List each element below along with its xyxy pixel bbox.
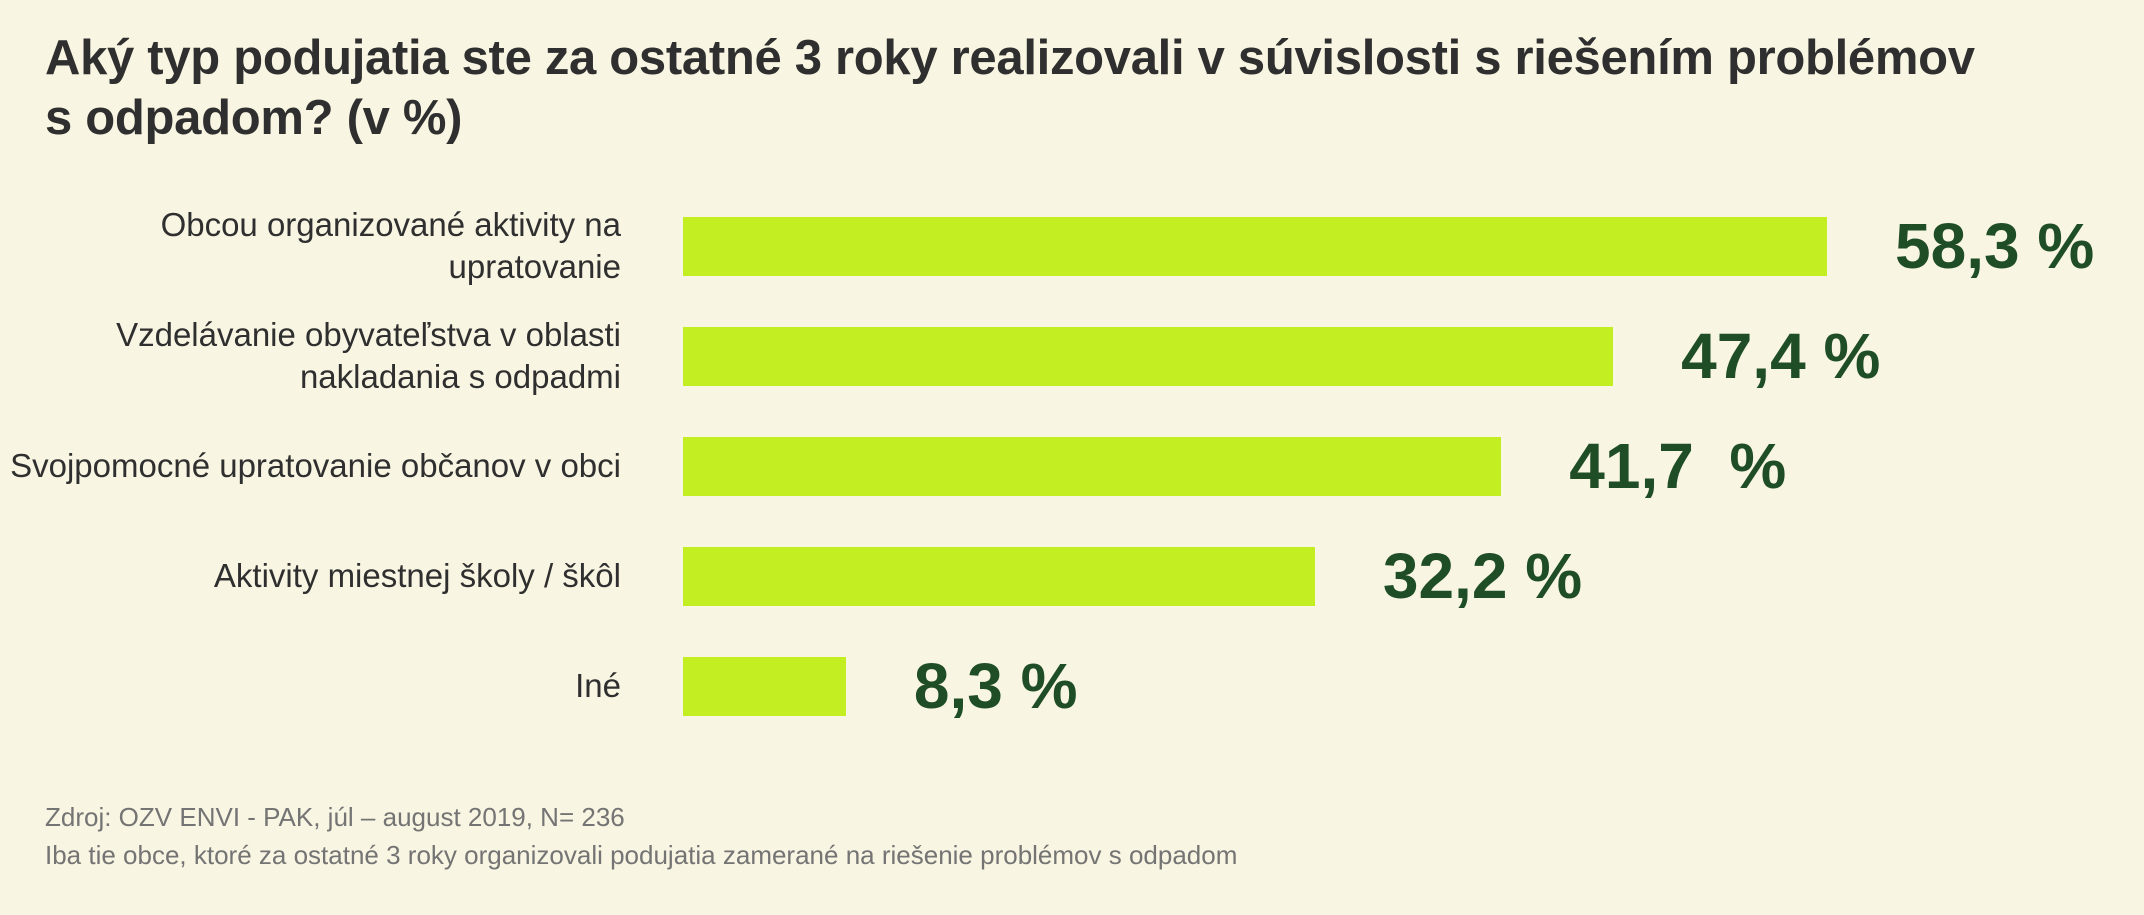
chart-footer: Zdroj: OZV ENVI - PAK, júl – august 2019… [45,798,1237,874]
category-label: Obcou organizované aktivity na upratovan… [160,206,621,285]
value-label: 47,4 % [1681,320,1881,392]
value-label: 8,3 % [913,650,1078,722]
bar [683,326,1614,386]
value-label: 41,7 % [1569,430,1787,502]
category-label: Vzdelávanie obyvateľstva v oblasti nakla… [116,316,621,395]
source-note: Zdroj: OZV ENVI - PAK, júl – august 2019… [45,802,625,832]
chart-title: Aký typ podujatia ste za ostatné 3 roky … [45,31,1975,145]
bar [683,436,1502,496]
value-label: 58,3 % [1895,210,2095,282]
value-label: 32,2 % [1382,540,1583,612]
bar [683,656,846,716]
category-label: Svojpomocné upratovanie občanov v obci [10,447,621,484]
category-label: Aktivity miestnej školy / škôl [213,557,621,594]
category-label: Iné [575,667,621,704]
sample-note: Iba tie obce, ktoré za ostatné 3 roky or… [45,840,1238,870]
bar [683,546,1315,606]
bar [683,216,1827,276]
